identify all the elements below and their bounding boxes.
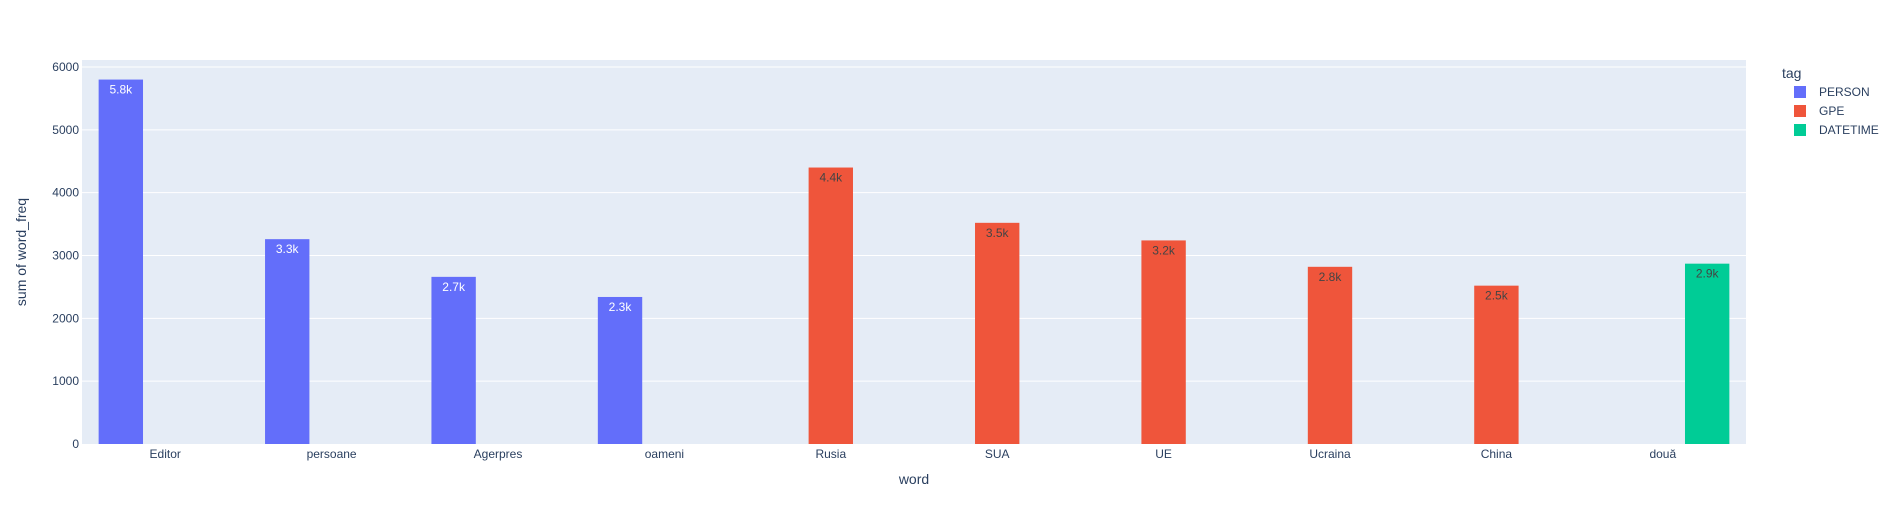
- y-axis-ticks: 0 1000 2000 3000 4000 5000 6000: [52, 60, 79, 451]
- gridlines: [82, 66, 1746, 382]
- legend-item-datetime[interactable]: DATETIME: [1794, 123, 1879, 137]
- y-tick-label: 5000: [52, 123, 79, 137]
- bar-gpe-rusia[interactable]: [808, 167, 853, 445]
- legend-swatch: [1794, 86, 1806, 98]
- legend[interactable]: PERSON GPE DATETIME: [1794, 85, 1879, 137]
- y-tick-label: 3000: [52, 249, 79, 263]
- y-tick-label: 0: [72, 437, 79, 451]
- legend-label: DATETIME: [1819, 123, 1879, 137]
- legend-item-gpe[interactable]: GPE: [1794, 104, 1844, 118]
- x-tick-label: Ucraina: [1309, 447, 1351, 461]
- x-tick-label: China: [1481, 447, 1513, 461]
- x-tick-label: SUA: [985, 447, 1010, 461]
- x-axis-title: word: [898, 471, 929, 487]
- y-tick-label: 6000: [52, 60, 79, 74]
- plot-background: [82, 60, 1746, 444]
- bar-person-agerpres[interactable]: [431, 276, 476, 444]
- legend-swatch: [1794, 105, 1806, 117]
- bar-gpe-ue[interactable]: [1141, 240, 1186, 444]
- bar-value-label: 2.7k: [442, 280, 466, 294]
- bar-person-persoane[interactable]: [265, 239, 310, 444]
- bar-value-label: 2.9k: [1696, 267, 1720, 281]
- bar-gpe-china[interactable]: [1474, 285, 1519, 444]
- y-tick-label: 2000: [52, 311, 79, 325]
- x-tick-label: Agerpres: [474, 447, 523, 461]
- bar-value-label: 3.5k: [986, 226, 1010, 240]
- bar-datetime-două[interactable]: [1684, 263, 1730, 444]
- y-tick-label: 1000: [52, 374, 79, 388]
- y-axis-title: sum of word_freq: [13, 198, 29, 306]
- legend-title: tag: [1782, 65, 1801, 81]
- bar-person-editor[interactable]: [98, 79, 144, 445]
- bar-labels: 5.8k 3.3k 2.7k 2.3k 4.4k 3.5k 3.2k 2.8k 2.5k 2.9k: [109, 83, 1719, 314]
- x-tick-label: oameni: [645, 447, 684, 461]
- x-tick-label: două: [1649, 447, 1676, 461]
- y-tick-label: 4000: [52, 186, 79, 200]
- x-axis-ticks: Editor persoane Agerpres oameni Rusia SUA UE Uc…: [150, 447, 1677, 461]
- bars: [98, 79, 1730, 445]
- bar-person-oameni[interactable]: [597, 296, 643, 444]
- x-tick-label: persoane: [307, 447, 357, 461]
- x-tick-label: UE: [1155, 447, 1172, 461]
- bar-gpe-ucraina[interactable]: [1307, 266, 1353, 444]
- x-tick-label: Rusia: [815, 447, 846, 461]
- bar-value-label: 3.3k: [276, 242, 300, 256]
- bar-value-label: 4.4k: [819, 171, 843, 185]
- bar-value-label: 5.8k: [109, 83, 133, 97]
- legend-swatch: [1794, 124, 1806, 136]
- legend-label: PERSON: [1819, 85, 1870, 99]
- legend-item-person[interactable]: PERSON: [1794, 85, 1870, 99]
- bar-gpe-sua[interactable]: [975, 222, 1020, 444]
- x-tick-label: Editor: [150, 447, 181, 461]
- bar-value-label: 2.5k: [1485, 289, 1509, 303]
- bar-value-label: 3.2k: [1152, 243, 1176, 257]
- bar-value-label: 2.8k: [1319, 270, 1343, 284]
- bar-value-label: 2.3k: [609, 300, 633, 314]
- legend-label: GPE: [1819, 104, 1844, 118]
